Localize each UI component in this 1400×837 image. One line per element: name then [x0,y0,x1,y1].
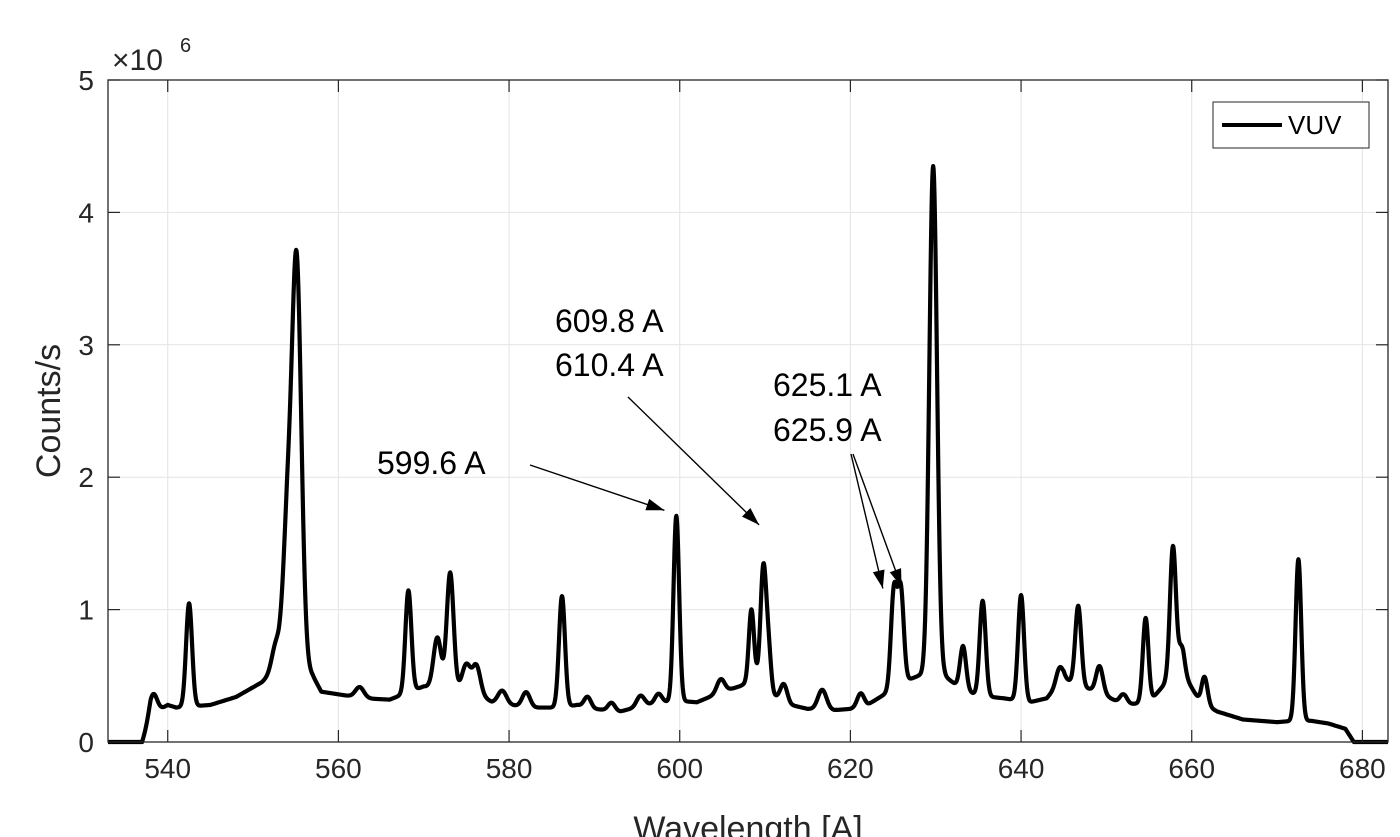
x-axis-ticks: 540 560 580 600 620 640 660 680 [144,80,1386,784]
annotation-arrow-line [529,464,665,511]
x-axis-title: Wavelength [A] [633,810,862,837]
y-tick-label: 1 [78,595,94,626]
annotation-arrow-line [627,396,760,526]
annotation-arrow-head [742,508,760,525]
annotation-arrow-line [852,453,903,588]
annotation-arrow-line [850,453,884,589]
y-exponent-power: 6 [180,35,191,57]
annotations: 599.6 A 609.8 A 610.4 A 625.1 A 625.9 A [377,303,903,589]
y-tick-label: 0 [78,727,94,758]
y-tick-label: 2 [78,462,94,493]
annotation-610-4: 610.4 A [555,347,664,383]
annotation-arrow-head [645,498,665,511]
x-tick-label: 640 [998,753,1045,784]
annotation-arrows [529,396,903,589]
y-tick-label: 3 [78,330,94,361]
x-tick-label: 680 [1339,753,1386,784]
annotation-599-6: 599.6 A [377,445,486,481]
annotation-625-1: 625.1 A [773,367,882,403]
x-tick-label: 600 [656,753,703,784]
x-tick-label: 540 [144,753,191,784]
y-axis-ticks: 0 1 2 3 4 5 [78,65,1388,758]
annotation-arrow-head [872,569,885,589]
y-exponent-label: ×10 [112,44,163,77]
series-line-vuv [106,163,1390,745]
plot-frame [107,79,1389,743]
annotation-arrow-head [889,568,902,588]
x-tick-label: 560 [315,753,362,784]
series-layer [106,163,1390,745]
x-tick-label: 620 [827,753,874,784]
annotation-625-9: 625.9 A [773,412,882,448]
annotation-609-8: 609.8 A [555,303,664,339]
y-axis-title: Counts/s [30,344,68,478]
legend: VUV [1212,101,1370,149]
y-tick-label: 5 [78,65,94,96]
x-tick-label: 660 [1168,753,1215,784]
legend-entry-vuv: VUV [1288,110,1342,140]
x-tick-label: 580 [486,753,533,784]
y-tick-label: 4 [78,197,94,228]
